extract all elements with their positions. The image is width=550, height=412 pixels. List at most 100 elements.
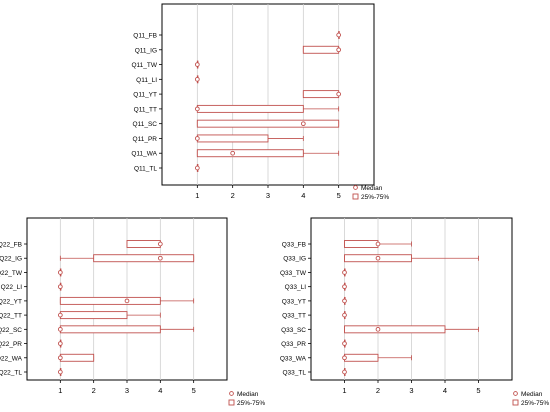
- x-tick-label: 4: [301, 191, 305, 200]
- median-marker: [157, 241, 163, 247]
- median-marker: [342, 369, 347, 375]
- category-label: Q33_TW: [280, 270, 307, 277]
- x-tick-label: 3: [125, 386, 129, 395]
- chart-panel-2: 1 2 3 4 5 Q22_FB Q22_IG Q22_TW Q22_LI Q22_YT Q22_T…: [0, 217, 265, 407]
- category-label: Q33_TT: [282, 313, 306, 320]
- category-label: Q33_TL: [283, 370, 307, 377]
- category-label: Q22_SC: [0, 327, 22, 334]
- iqr-box: [196, 149, 304, 158]
- category-label: Q11_LI: [136, 77, 157, 84]
- category-label: Q22_IG: [0, 256, 22, 263]
- median-marker: [57, 341, 63, 346]
- median-marker: [124, 298, 130, 304]
- x-tick-label: 3: [266, 191, 270, 200]
- iqr-box: [344, 353, 379, 362]
- category-label: Q11_TW: [131, 62, 157, 69]
- legend-box-swatch: [512, 399, 519, 406]
- median-marker: [194, 165, 200, 171]
- iqr-box: [196, 119, 340, 128]
- median-marker: [336, 91, 342, 97]
- legend-median-label: Median: [361, 185, 383, 192]
- category-label: Q11_SC: [133, 121, 158, 128]
- category-label: Q33_LI: [285, 284, 307, 291]
- iqr-box: [59, 353, 95, 362]
- category-label: Q33_YT: [282, 298, 306, 305]
- median-marker: [57, 270, 63, 275]
- x-tick-label: 2: [231, 191, 235, 200]
- x-tick-label: 2: [376, 386, 380, 395]
- category-label: Q11_TT: [134, 106, 157, 113]
- category-label: Q33_FB: [282, 242, 306, 249]
- category-label: Q22_YT: [0, 298, 22, 305]
- median-marker: [57, 355, 63, 361]
- median-marker: [336, 47, 342, 53]
- category-label: Q11_FB: [133, 33, 157, 40]
- median-marker: [342, 355, 347, 361]
- legend-box-swatch: [352, 193, 359, 200]
- median-marker: [300, 121, 306, 127]
- x-tick-label: 3: [409, 386, 413, 395]
- category-label: Q33_IG: [283, 256, 306, 263]
- x-tick-label: 1: [342, 386, 346, 395]
- median-marker: [230, 150, 236, 156]
- iqr-box: [126, 240, 161, 248]
- median-marker: [194, 62, 200, 67]
- iqr-box: [93, 254, 195, 263]
- legend-box-label: 25%-75%: [361, 194, 389, 201]
- iqr-box: [302, 45, 340, 54]
- x-tick-label: 5: [192, 386, 196, 395]
- iqr-box: [344, 240, 379, 248]
- category-label: Q11_IG: [135, 47, 157, 54]
- chart-panel-1: 1 2 3 4 5 Q11_FB Q11_IG Q11_TW Q11_LI Q11_YT Q11_T…: [131, 3, 389, 201]
- legend-median-label: Median: [237, 391, 259, 398]
- legend-box-label: 25%-75%: [521, 400, 549, 407]
- legend-box-label: 25%-75%: [237, 400, 265, 407]
- chart-panel-3: 1 2 3 4 5 Q33_FB Q33_IG Q33_TW Q33_LI Q33_YT Q33_T…: [280, 217, 549, 407]
- median-marker: [375, 255, 381, 261]
- x-tick-label: 2: [92, 386, 96, 395]
- legend-box-swatch: [228, 399, 235, 406]
- median-marker: [342, 298, 347, 304]
- iqr-box: [196, 134, 269, 143]
- x-tick-label: 5: [337, 191, 341, 200]
- median-marker: [157, 255, 163, 261]
- category-label: Q22_LI: [1, 284, 23, 291]
- iqr-box: [59, 296, 161, 305]
- iqr-box: [344, 325, 446, 334]
- legend-median-marker: [513, 391, 518, 396]
- category-label: Q22_TW: [0, 270, 23, 277]
- category-label: Q22_FB: [0, 242, 22, 249]
- x-tick-label: 1: [58, 386, 62, 395]
- category-label: Q11_TL: [134, 166, 157, 173]
- x-tick-label: 5: [476, 386, 480, 395]
- median-marker: [57, 369, 63, 375]
- median-marker: [342, 341, 347, 346]
- iqr-box: [196, 104, 304, 113]
- legend-median-marker: [353, 185, 358, 190]
- median-marker: [375, 241, 381, 247]
- category-label: Q22_TL: [0, 370, 22, 377]
- iqr-box: [59, 325, 161, 334]
- x-tick-label: 4: [443, 386, 447, 395]
- category-label: Q22_PR: [0, 341, 22, 348]
- median-marker: [57, 284, 63, 290]
- median-marker: [342, 284, 347, 290]
- median-marker: [194, 76, 200, 82]
- category-label: Q22_TT: [0, 313, 22, 320]
- category-label: Q11_WA: [131, 151, 157, 158]
- category-label: Q33_PR: [281, 341, 306, 348]
- median-marker: [342, 270, 347, 275]
- median-marker: [194, 106, 200, 112]
- x-tick-label: 4: [158, 386, 162, 395]
- median-marker: [336, 32, 342, 38]
- category-label: Q33_WA: [280, 355, 307, 362]
- median-marker: [57, 312, 63, 318]
- category-label: Q22_WA: [0, 355, 23, 362]
- iqr-box: [59, 311, 128, 320]
- legend-median-marker: [229, 391, 234, 396]
- median-marker: [375, 326, 381, 332]
- category-label: Q11_YT: [133, 92, 157, 99]
- median-marker: [194, 136, 200, 141]
- legend-median-label: Median: [521, 391, 543, 398]
